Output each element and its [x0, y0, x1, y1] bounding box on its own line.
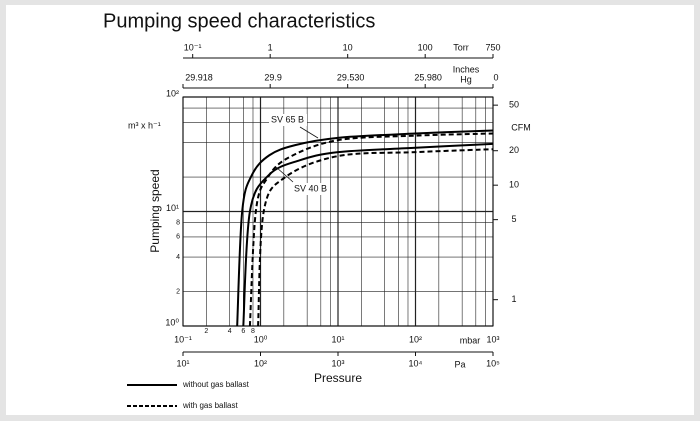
inhg-tick-label: 29.530 — [337, 72, 365, 82]
pa-tick-label: 10⁵ — [486, 358, 500, 368]
inhg-tick-label: 0 — [493, 72, 498, 82]
x-tick-label: 4 — [228, 328, 232, 335]
y-tick-label: 2 — [176, 288, 180, 295]
curve — [242, 142, 494, 327]
y-unit: m³ x h⁻¹ — [128, 120, 161, 130]
curve — [248, 132, 494, 327]
y-axis-label: Pumping speed — [148, 169, 162, 252]
pa-tick-label: 10² — [254, 358, 267, 368]
x-tick-label: 2 — [204, 328, 208, 335]
inhg-tick-label: 29.918 — [185, 72, 213, 82]
x-axis-label: Pressure — [314, 371, 362, 385]
y-tick-label: 4 — [176, 254, 180, 261]
y-tick-label: 10¹ — [166, 203, 179, 213]
annotation: SV 40 B — [294, 183, 327, 193]
pa-unit: Pa — [454, 359, 465, 369]
legend-label: with gas ballast — [182, 401, 238, 410]
x-tick-label: 10² — [409, 334, 422, 344]
y-tick-label: 8 — [176, 219, 180, 226]
y-tick-label: 10⁰ — [165, 317, 179, 327]
y-tick-label: 6 — [176, 234, 180, 241]
torr-unit: Torr — [453, 42, 469, 52]
torr-tick-label: 100 — [418, 42, 433, 52]
annotation-bg — [292, 183, 330, 195]
annotation: SV 65 B — [271, 114, 304, 124]
plot-frame — [182, 96, 494, 327]
legend-label: without gas ballast — [182, 380, 250, 389]
y2-tick-label: 10 — [509, 180, 519, 190]
chart-title: Pumping speed characteristics — [103, 10, 375, 32]
inhg-tick-label: 25.980 — [414, 72, 442, 82]
torr-tick-label: 10 — [343, 42, 353, 52]
pa-tick-label: 10¹ — [176, 358, 189, 368]
x-tick-label: 8 — [251, 328, 255, 335]
y2-tick-label: 50 — [509, 100, 519, 110]
torr-tick-label: 10⁻¹ — [184, 42, 202, 52]
torr-tick-label: 1 — [268, 42, 273, 52]
inhg-unit: Inches — [453, 64, 480, 74]
torr-tick-label: 750 — [485, 42, 500, 52]
y2-tick-label: 20 — [509, 145, 519, 155]
pa-tick-label: 10³ — [331, 358, 344, 368]
y-tick-label: 10² — [166, 88, 179, 98]
y2-unit: CFM — [511, 122, 531, 132]
panel — [6, 5, 694, 415]
x-tick-label: 10⁻¹ — [174, 334, 192, 344]
x-tick-label: 10³ — [486, 334, 499, 344]
curve — [257, 148, 494, 327]
x-tick-label: 10⁰ — [254, 334, 268, 344]
inhg-unit: Hg — [460, 74, 472, 84]
x-unit: mbar — [460, 335, 481, 345]
inhg-tick-label: 29.9 — [264, 72, 282, 82]
y2-tick-label: 5 — [511, 214, 516, 224]
x-tick-label: 6 — [241, 328, 245, 335]
y2-tick-label: 1 — [511, 294, 516, 304]
curve — [236, 129, 494, 327]
annotation-leader — [275, 166, 294, 183]
pa-tick-label: 10⁴ — [409, 358, 423, 368]
annotation-leader — [299, 126, 319, 139]
x-tick-label: 10¹ — [331, 334, 344, 344]
annotation-bg — [269, 114, 307, 126]
